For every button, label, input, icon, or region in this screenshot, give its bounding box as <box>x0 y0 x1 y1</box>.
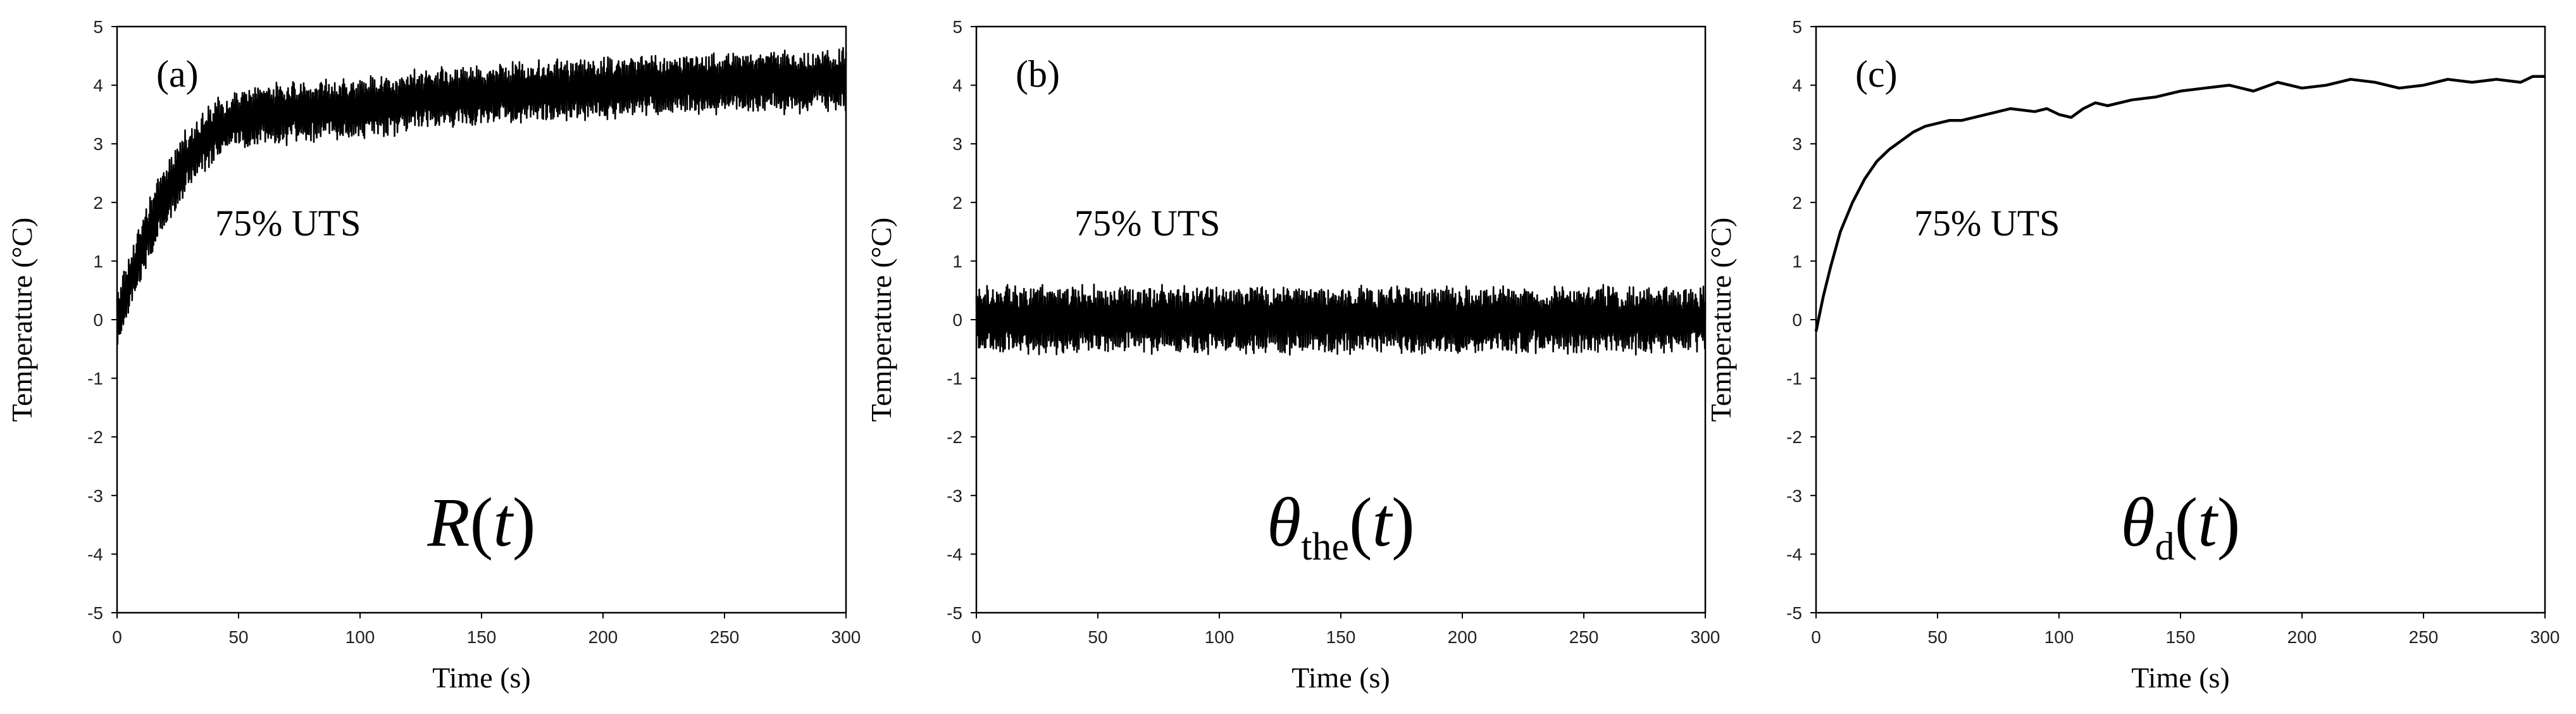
y-tick-label: 2 <box>952 193 962 213</box>
chart-panel-2: 5 4 3 2 1 0 -1 -2 -3 -4 -5 0 50 100 150 200 250 300 Time (… <box>1705 17 2560 694</box>
formula-arg: t <box>2198 484 2218 561</box>
x-tick-label: 300 <box>831 627 861 647</box>
y-tick-label: -5 <box>87 603 103 623</box>
y-tick-label: 1 <box>1792 251 1802 271</box>
x-axis-title: Time (s) <box>2131 661 2230 694</box>
x-tick-label: 200 <box>1448 627 1478 647</box>
formula-arg: t <box>493 484 514 561</box>
y-tick-label: -1 <box>87 369 103 389</box>
chart-panel-0: 5 4 3 2 1 0 -1 -2 -3 -4 -5 0 50 100 150 200 250 300 Time (… <box>6 17 861 694</box>
x-tick-label: 50 <box>1927 627 1947 647</box>
formula-arg: t <box>1372 484 1393 561</box>
y-tick-label: 2 <box>93 193 103 213</box>
x-tick-label: 300 <box>2530 627 2560 647</box>
x-tick-label: 150 <box>467 627 497 647</box>
y-tick-label: 5 <box>93 17 103 37</box>
y-tick-label: 1 <box>952 251 962 271</box>
y-tick-label: -2 <box>87 427 103 447</box>
formula-label: R(t) <box>426 484 535 561</box>
x-tick-label: 50 <box>1088 627 1107 647</box>
y-tick-label: 5 <box>1792 17 1802 37</box>
x-tick-label: 0 <box>971 627 981 647</box>
y-tick-label: -2 <box>1786 427 1802 447</box>
formula-paren: ) <box>1391 484 1415 561</box>
panel-label: (c) <box>1855 53 1898 95</box>
y-tick-label: 3 <box>952 134 962 154</box>
data-series-θthe(t) <box>975 284 1707 356</box>
formula-main: R <box>426 484 470 561</box>
y-tick-label: -3 <box>1786 486 1802 506</box>
y-tick-label: -4 <box>87 544 103 564</box>
formula-main: θ <box>1267 484 1301 561</box>
x-tick-label: 150 <box>1326 627 1356 647</box>
y-tick-label: 3 <box>93 134 103 154</box>
y-tick-label: 4 <box>1792 76 1802 96</box>
formula-paren: ( <box>1349 484 1372 561</box>
y-tick-label: -2 <box>947 427 962 447</box>
x-tick-label: 50 <box>228 627 248 647</box>
panel-label: (a) <box>156 53 199 95</box>
x-tick-label: 100 <box>2044 627 2074 647</box>
panel-label: (b) <box>1016 53 1060 95</box>
annotation-label: 75% UTS <box>1914 203 2060 244</box>
formula-sub: the <box>1301 525 1349 568</box>
y-tick-label: -3 <box>87 486 103 506</box>
formula-paren: ) <box>2217 484 2241 561</box>
formula-sub: d <box>2155 525 2175 568</box>
annotation-label: 75% UTS <box>1074 203 1220 244</box>
y-tick-label: 3 <box>1792 134 1802 154</box>
y-axis-title: Temperature (°C) <box>6 218 38 422</box>
y-axis-title: Temperature (°C) <box>1705 218 1737 422</box>
x-tick-label: 300 <box>1691 627 1720 647</box>
x-axis-title: Time (s) <box>1291 661 1390 694</box>
y-tick-label: -5 <box>1786 603 1802 623</box>
y-tick-label: -4 <box>1786 544 1802 564</box>
x-tick-label: 100 <box>345 627 375 647</box>
x-tick-label: 250 <box>710 627 740 647</box>
annotation-label: 75% UTS <box>215 203 361 244</box>
data-series-θd(t) <box>1814 75 2545 332</box>
y-tick-label: 0 <box>93 310 103 330</box>
x-tick-label: 100 <box>1205 627 1235 647</box>
y-tick-label: -1 <box>1786 369 1802 389</box>
x-tick-label: 200 <box>588 627 618 647</box>
data-series-R(t) <box>116 47 847 345</box>
formula-label: θthe(t) <box>1267 484 1415 568</box>
x-tick-label: 250 <box>1569 627 1599 647</box>
y-tick-label: -3 <box>947 486 962 506</box>
formula-label: θd(t) <box>2121 484 2241 568</box>
y-tick-label: -4 <box>947 544 962 564</box>
y-axis-title: Temperature (°C) <box>865 218 897 422</box>
x-tick-label: 0 <box>1811 627 1821 647</box>
formula-paren: ( <box>2175 484 2198 561</box>
y-tick-label: 4 <box>952 76 962 96</box>
x-tick-label: 0 <box>112 627 122 647</box>
y-tick-label: 4 <box>93 76 103 96</box>
y-tick-label: 5 <box>952 17 962 37</box>
formula-paren: ) <box>513 484 536 561</box>
y-tick-label: 0 <box>1792 310 1802 330</box>
x-tick-label: 200 <box>2287 627 2317 647</box>
x-tick-label: 150 <box>2166 627 2196 647</box>
y-tick-label: 2 <box>1792 193 1802 213</box>
y-tick-label: -1 <box>947 369 962 389</box>
x-tick-label: 250 <box>2409 627 2439 647</box>
formula-paren: ( <box>470 484 494 561</box>
chart-panel-1: 5 4 3 2 1 0 -1 -2 -3 -4 -5 0 50 100 150 200 250 300 Time (… <box>865 17 1720 694</box>
y-tick-label: 0 <box>952 310 962 330</box>
formula-main: θ <box>2121 484 2155 561</box>
x-axis-title: Time (s) <box>432 661 531 694</box>
y-tick-label: 1 <box>93 251 103 271</box>
y-tick-label: -5 <box>947 603 962 623</box>
